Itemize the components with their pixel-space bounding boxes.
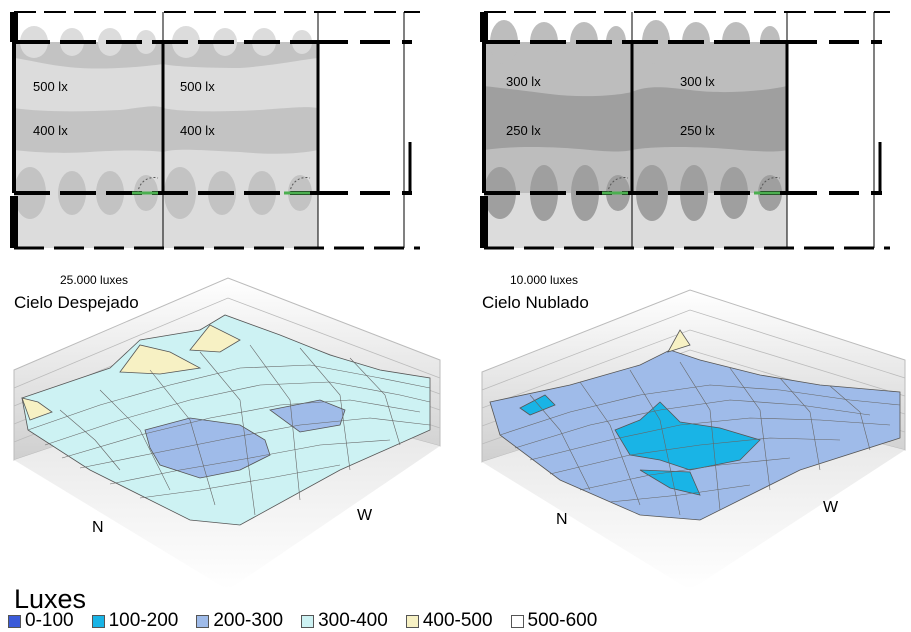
plan-label-mid-right: 400 lx [180,123,215,138]
plan-iso-band-low [484,147,787,193]
plan-label-mid-left: 400 lx [33,123,68,138]
surface-axis-w: W [357,507,373,524]
legend-label: 100-200 [108,610,179,631]
legend-item: 500-600 [510,610,598,632]
plan-label-top-left: 300 lx [506,74,541,89]
plan-iso-band-mid [14,106,318,154]
legend-item: 100-200 [91,610,179,632]
legend-item: 300-400 [301,610,388,632]
legend-swatch [405,614,419,628]
surface-axis-n: N [92,519,104,536]
legend-label: 500-600 [527,610,598,631]
surface-mesh-lines [499,361,901,516]
legend-swatch [8,614,21,628]
legend-items: 0-100 100-200 200-300 300-400 400-500 50… [8,610,615,632]
legend-label: 200-300 [213,610,284,631]
legend-swatch [301,614,315,628]
plan-iso-band [14,42,318,69]
legend-title: Luxes [14,584,87,614]
surface-sky-title: Cielo Nublado [482,293,589,312]
surface-region-200-300 [269,399,346,433]
surface-luxes-label: 25.000 luxes [60,273,128,287]
plan-iso-band [484,42,787,97]
floor-plan-clear-sky: 500 lx 500 lx 400 lx 400 lx [10,11,420,250]
plan-label-mid-right: 250 lx [680,123,715,138]
plan-label-mid-left: 250 lx [506,123,541,138]
surface-mesh-lines [27,344,431,516]
legend: Luxes 0-100 100-200 200-300 300-400 400-… [8,584,908,632]
surface-region-400-500 [189,324,241,353]
surface-sky-title: Cielo Despejado [14,293,139,312]
plan-walls [10,11,420,250]
legend-swatch [91,614,105,628]
legend-swatch [510,614,524,628]
surface-region-400-500 [667,329,691,353]
plan-walls [480,11,890,250]
legend-label: 0-100 [25,610,74,631]
plan-label-top-right: 500 lx [180,79,215,94]
surface-axis-w: W [823,499,839,516]
surface-luxes-label: 10.000 luxes [510,273,578,287]
legend-label: 300-400 [318,610,388,631]
legend-label: 400-500 [422,610,493,631]
surface-plot-cloudy-sky: 10.000 luxes Cielo Nublado [481,273,906,590]
legend-item: 0-100 [8,610,74,632]
surface-plot-clear-sky: 25.000 luxes Cielo Despejado [13,273,441,590]
surface-region-100-200 [639,469,701,496]
surface-region-100-200 [519,394,556,416]
surface-axis-n: N [556,511,568,528]
plan-doors [602,177,781,195]
plan-doors [132,177,311,195]
legend-item: 200-300 [196,610,283,632]
surface-region-400-500 [119,344,202,375]
legend-item: 400-500 [405,610,493,632]
surface-region-400-500 [21,397,53,421]
plan-label-top-right: 300 lx [680,74,715,89]
surface-region-100-200 [614,401,761,471]
legend-swatch [196,614,210,628]
surface-region-200-300 [144,417,271,479]
floor-plan-cloudy-sky: 300 lx 300 lx 250 lx 250 lx [480,11,890,250]
plan-label-top-left: 500 lx [33,79,68,94]
